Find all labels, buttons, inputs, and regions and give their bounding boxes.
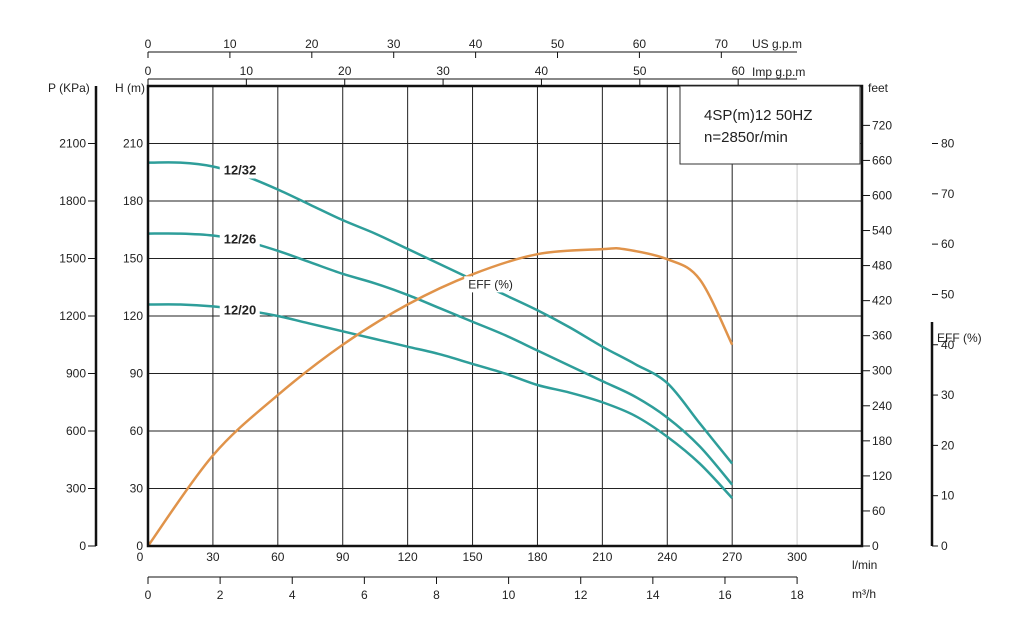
flow-lmin-tick-label: 210 [592, 550, 612, 564]
flow-lmin-tick-label: 300 [787, 550, 807, 564]
eff-tick-label: 50 [941, 287, 955, 301]
eff-axis-unit: EFF (%) [937, 331, 982, 345]
us-gpm-tick-label: 0 [145, 37, 152, 51]
flow-m3h-tick-label: 18 [790, 588, 804, 602]
series-label-3: EFF (%) [468, 277, 513, 291]
eff-tick-label: 80 [941, 137, 955, 151]
head-tick-label: 30 [130, 482, 144, 496]
pressure-tick-label: 0 [79, 539, 86, 553]
eff-tick-label: 40 [941, 338, 955, 352]
flow-m3h-tick-label: 12 [574, 588, 588, 602]
us-gpm-unit: US g.p.m [752, 37, 802, 51]
head-tick-label: 150 [123, 252, 143, 266]
feet-tick-label: 420 [872, 294, 892, 308]
pressure-tick-label: 1800 [59, 194, 86, 208]
axes: 0306090120150180210030060090012001500180… [59, 37, 954, 602]
flow-lmin-tick-label: 0 [137, 550, 144, 564]
flow-m3h-tick-label: 2 [217, 588, 224, 602]
series-label-bg [464, 276, 513, 293]
flow-m3h-tick-label: 8 [433, 588, 440, 602]
flow-lmin-tick-label: 150 [463, 550, 483, 564]
head-tick-label: 90 [130, 367, 144, 381]
us-gpm-tick-label: 60 [633, 37, 647, 51]
series-label-1: 12/26 [224, 232, 257, 247]
curves: 12/32 12/26 12/20 EFF (%) [146, 161, 734, 547]
imp-gpm-unit: Imp g.p.m [752, 65, 805, 79]
flow-m3h-tick-label: 4 [289, 588, 296, 602]
feet-tick-label: 60 [872, 504, 886, 518]
flow-m3h-tick-label: 6 [361, 588, 368, 602]
flow-m3h-tick-label: 14 [646, 588, 660, 602]
pressure-tick-label: 1500 [59, 252, 86, 266]
series-line-3 [146, 246, 734, 547]
head-tick-label: 120 [123, 309, 143, 323]
feet-tick-label: 240 [872, 399, 892, 413]
imp-gpm-tick-label: 20 [338, 64, 352, 78]
series-label-2: 12/20 [224, 302, 257, 317]
flow-lmin-tick-label: 120 [398, 550, 418, 564]
model-label: 4SP(m)12 50HZ [704, 107, 812, 124]
flow-lmin-tick-label: 90 [336, 550, 350, 564]
feet-tick-label: 300 [872, 364, 892, 378]
feet-tick-label: 0 [872, 539, 879, 553]
series-label-0: 12/32 [224, 163, 257, 178]
flow-m3h-tick-label: 0 [145, 588, 152, 602]
head-tick-label: 180 [123, 194, 143, 208]
series-label-bg [219, 302, 260, 319]
flow-lmin-tick-label: 60 [271, 550, 285, 564]
speed-label: n=2850r/min [704, 129, 788, 146]
flow-lmin-tick-label: 240 [657, 550, 677, 564]
pressure-axis-unit: P (KPa) [48, 81, 90, 95]
series-label-bg [219, 162, 260, 179]
flow-m3h-tick-label: 10 [502, 588, 516, 602]
pressure-tick-label: 300 [66, 482, 86, 496]
head-tick-label: 210 [123, 137, 143, 151]
us-gpm-tick-label: 70 [715, 37, 729, 51]
pressure-tick-label: 2100 [59, 137, 86, 151]
flow-lmin-tick-label: 270 [722, 550, 742, 564]
eff-tick-label: 20 [941, 438, 955, 452]
pressure-tick-label: 1200 [59, 309, 86, 323]
us-gpm-tick-label: 20 [305, 37, 319, 51]
feet-axis-unit: feet [868, 81, 889, 95]
pressure-tick-label: 600 [66, 424, 86, 438]
us-gpm-tick-label: 50 [551, 37, 565, 51]
flow-m3h-unit: m³/h [852, 587, 876, 601]
us-gpm-tick-label: 40 [469, 37, 483, 51]
imp-gpm-tick-label: 50 [633, 64, 647, 78]
eff-tick-label: 0 [941, 539, 948, 553]
eff-tick-label: 60 [941, 237, 955, 251]
head-tick-label: 0 [136, 539, 143, 553]
series-label-bg [219, 231, 260, 248]
flow-lmin-unit: l/min [852, 558, 877, 572]
feet-tick-label: 180 [872, 434, 892, 448]
info-box [679, 85, 861, 165]
imp-gpm-tick-label: 10 [240, 64, 254, 78]
series-line-1 [147, 232, 734, 486]
imp-gpm-tick-label: 60 [731, 64, 745, 78]
feet-tick-label: 120 [872, 469, 892, 483]
flow-lmin-tick-label: 180 [527, 550, 547, 564]
pressure-tick-label: 900 [66, 367, 86, 381]
flow-lmin-tick-label: 30 [206, 550, 220, 564]
imp-gpm-tick-label: 0 [145, 64, 152, 78]
imp-gpm-tick-label: 30 [436, 64, 450, 78]
us-gpm-tick-label: 10 [223, 37, 237, 51]
head-tick-label: 60 [130, 424, 144, 438]
eff-tick-label: 70 [941, 187, 955, 201]
feet-tick-label: 660 [872, 153, 892, 167]
imp-gpm-tick-label: 40 [535, 64, 549, 78]
feet-tick-label: 360 [872, 329, 892, 343]
eff-tick-label: 30 [941, 388, 955, 402]
feet-tick-label: 600 [872, 188, 892, 202]
eff-tick-label: 10 [941, 489, 955, 503]
feet-tick-label: 720 [872, 118, 892, 132]
feet-tick-label: 480 [872, 259, 892, 273]
head-axis-unit: H (m) [115, 81, 145, 95]
us-gpm-tick-label: 30 [387, 37, 401, 51]
feet-tick-label: 540 [872, 224, 892, 238]
flow-m3h-tick-label: 16 [718, 588, 732, 602]
